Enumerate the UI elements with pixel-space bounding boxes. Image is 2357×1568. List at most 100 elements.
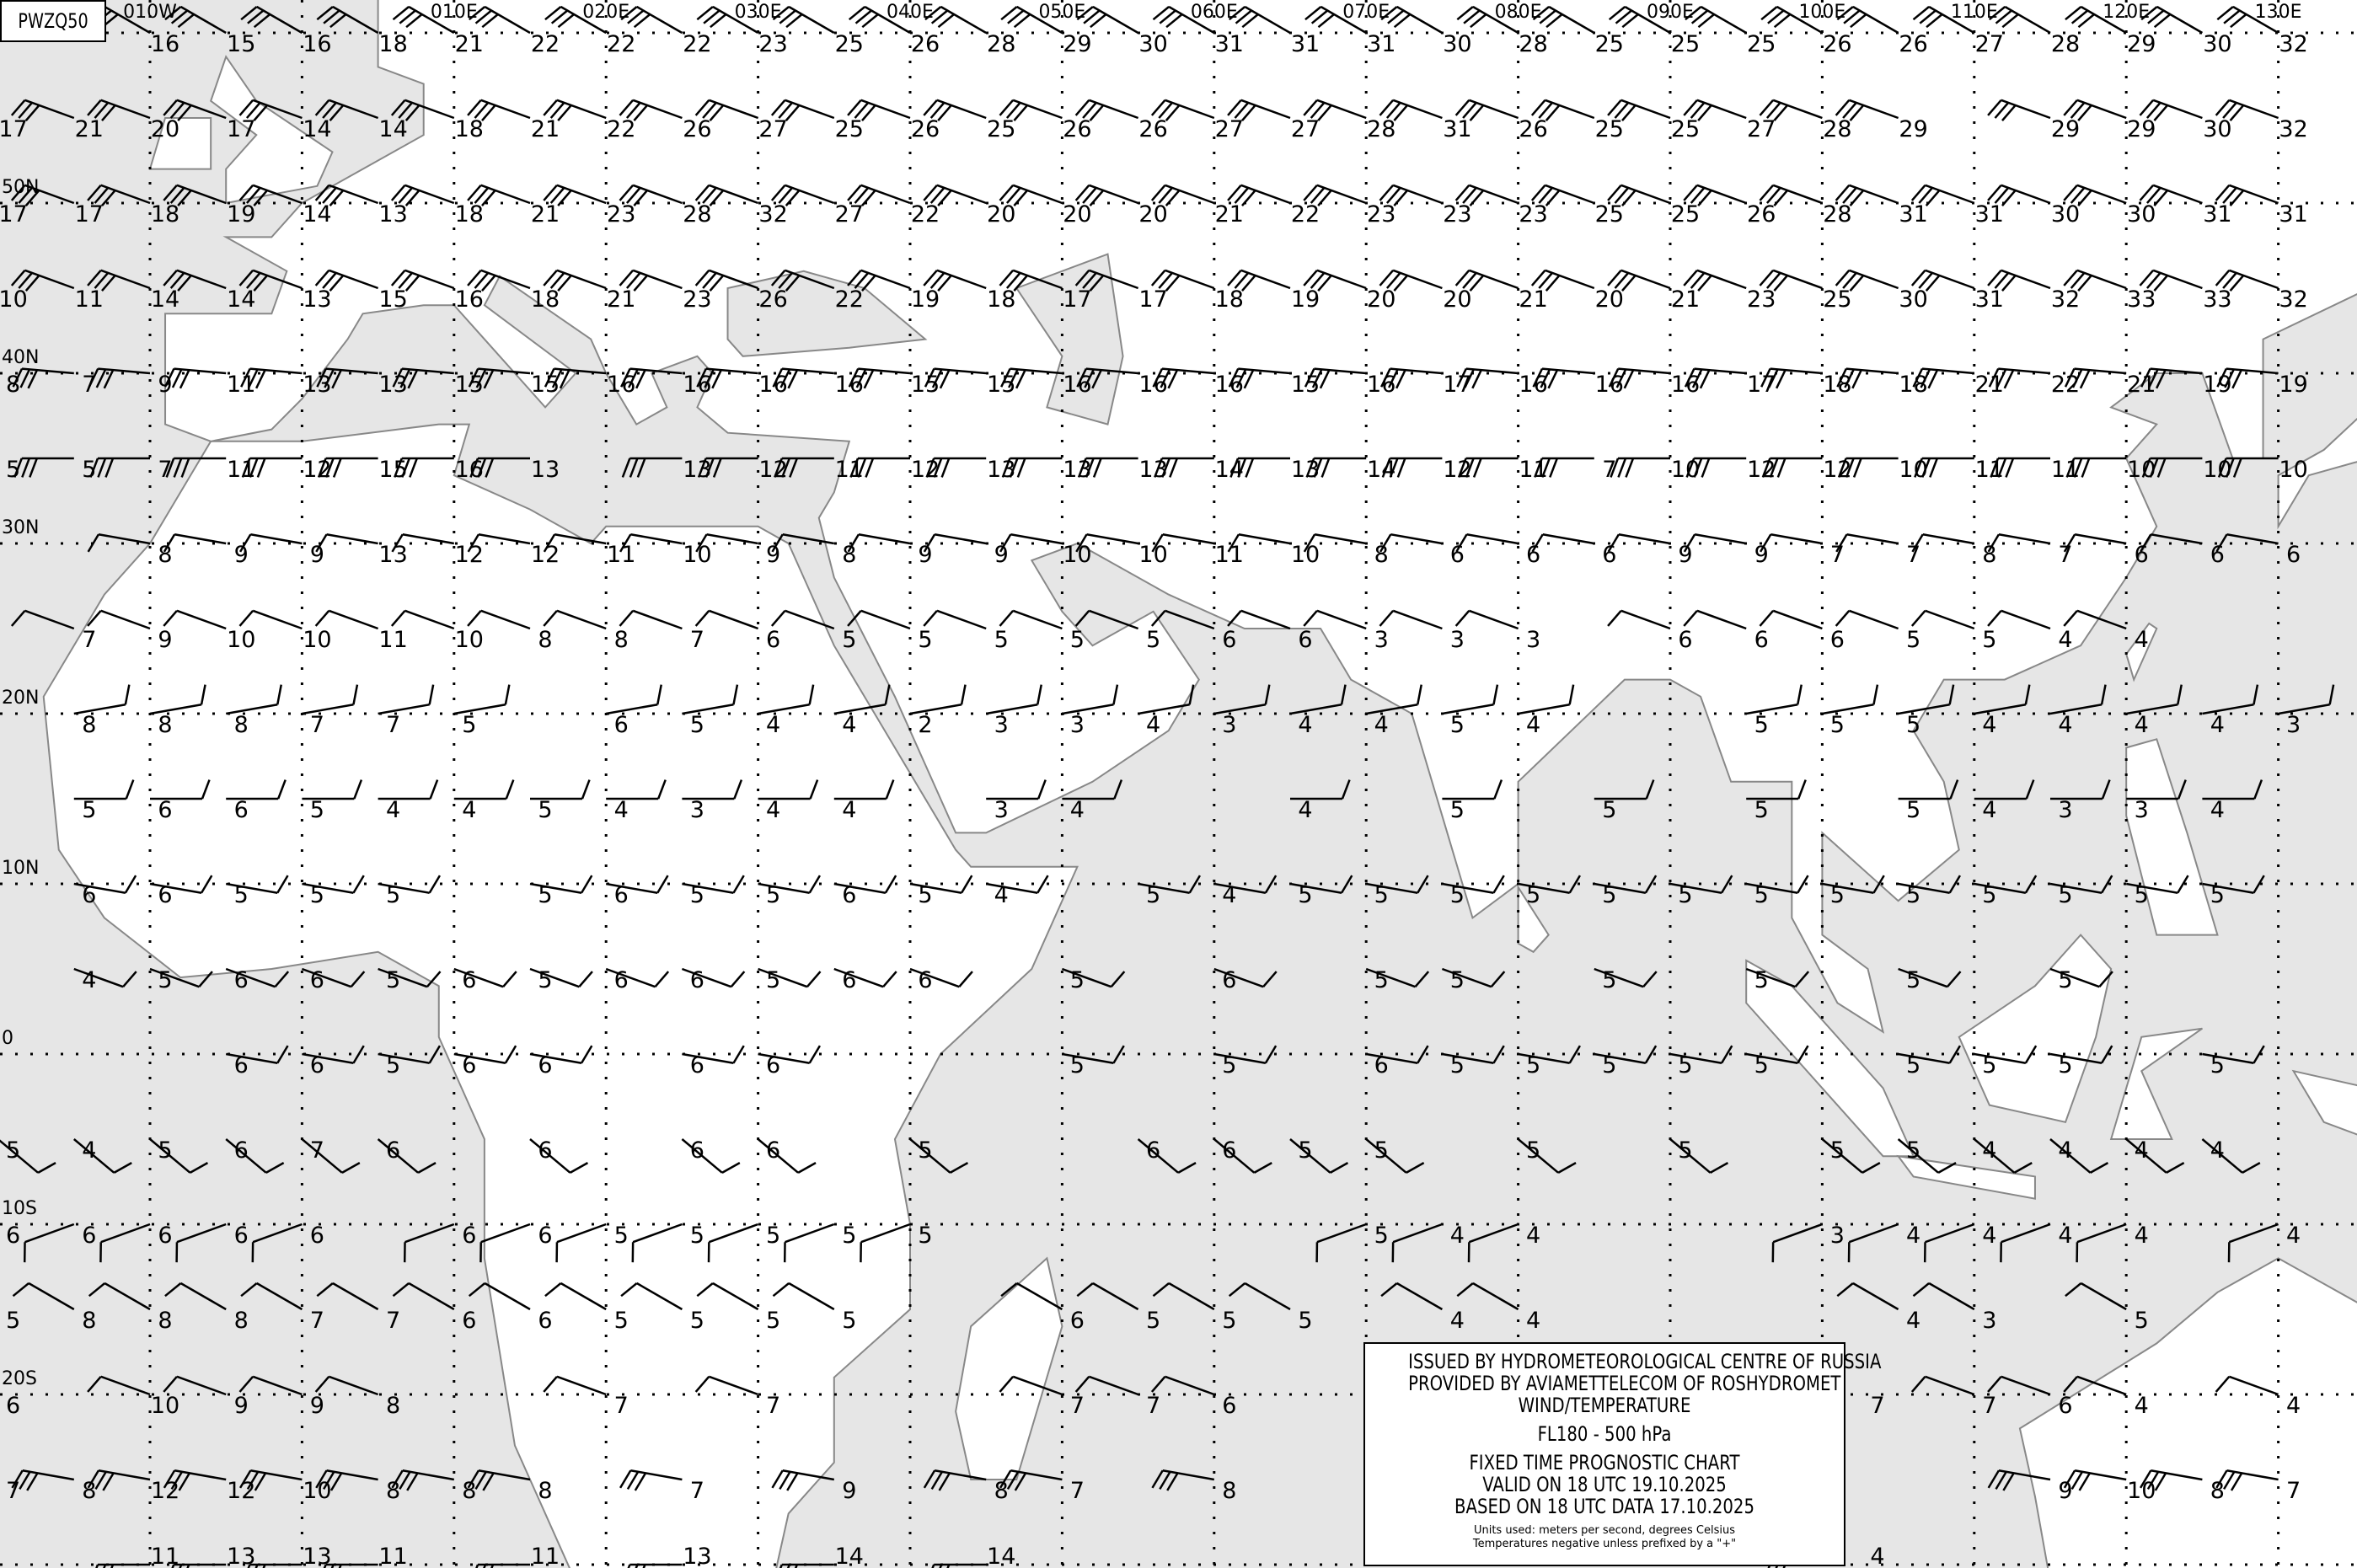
wind-barb-flag	[322, 187, 337, 204]
station-point: 17	[1074, 269, 1168, 313]
wind-barb-flag	[1241, 13, 1259, 29]
wind-barb-staff	[1594, 1052, 1647, 1064]
wind-barb-flag	[11, 1469, 24, 1489]
wind-barb-flag	[2153, 13, 2172, 29]
wind-barb-staff	[1772, 1223, 1823, 1244]
temperature-label: 20	[1367, 286, 1395, 313]
wind-barb-flag	[635, 369, 646, 389]
wind-barb-flag	[1547, 369, 1559, 389]
wind-barb-flag	[770, 99, 786, 116]
wind-barb-flag	[1530, 99, 1546, 116]
station-point: 5	[1745, 684, 1803, 738]
station-point: 32	[2215, 99, 2308, 142]
station-point: 6	[1227, 609, 1313, 653]
wind-barb-flag	[2064, 368, 2076, 388]
wind-barb-flag	[249, 458, 259, 478]
temperature-label: 5	[386, 882, 400, 908]
station-point: 5	[758, 967, 822, 993]
wind-barb-staff	[554, 367, 607, 375]
wind-barb-flag	[1074, 184, 1090, 201]
wind-barb-flag	[315, 1469, 328, 1489]
sri-lanka-landmass	[1517, 884, 1550, 954]
temperature-label: 5	[766, 967, 780, 993]
wind-barb-flag	[770, 609, 786, 627]
wind-barb-flag	[398, 272, 413, 289]
wind-barb-staff	[176, 99, 227, 120]
temperature-label: 25	[1595, 201, 1624, 227]
wind-barb-flag	[806, 971, 822, 988]
wind-barb-staff	[833, 882, 887, 894]
temperature-label: 23	[1443, 201, 1471, 227]
wind-barb-flag	[578, 971, 593, 988]
temperature-label: 7	[1982, 1393, 1996, 1419]
wind-barb-flag	[1241, 190, 1256, 206]
temperature-label: 5	[1678, 1052, 1692, 1078]
valid-time-line: VALID ON 18 UTC 19.10.2025	[1482, 1473, 1727, 1496]
station-point: 5	[2202, 1045, 2265, 1078]
temperature-label: 4	[994, 882, 1009, 908]
wind-barb-flag	[94, 102, 110, 119]
temperature-label: 10	[1899, 457, 1927, 483]
wind-barb-staff	[2049, 704, 2103, 715]
wind-barb-flag	[1849, 104, 1865, 121]
temperature-label: 6	[1070, 1308, 1085, 1334]
temperature-label: 5	[1298, 1308, 1312, 1334]
wind-barb-staff	[682, 704, 734, 715]
wind-barb-staff	[632, 1223, 683, 1244]
station-point: 2	[909, 684, 967, 738]
station-point: 5	[1897, 1137, 1957, 1174]
wind-barb-staff	[1088, 1375, 1139, 1396]
wind-barb-flag	[2001, 190, 2017, 206]
temperature-label: 29	[2051, 116, 2080, 142]
wind-barb-staff	[484, 5, 531, 35]
station-point: 30	[2139, 99, 2232, 142]
wind-barb-flag	[1417, 684, 1422, 705]
wind-barb-flag	[2153, 275, 2169, 292]
wind-barb-flag	[1492, 684, 1499, 705]
wind-barb-staff	[2076, 184, 2127, 205]
wind-barb-flag	[1987, 99, 2002, 116]
temperature-label: 5	[386, 1052, 400, 1078]
wind-barb-flag	[557, 190, 572, 206]
wind-barb-staff	[708, 1375, 759, 1396]
station-point: 7	[1534, 457, 1616, 483]
wind-barb-staff	[1772, 609, 1823, 630]
station-point: 5	[707, 1223, 780, 1263]
station-point: 5	[783, 1223, 856, 1263]
wind-barb-flag	[1987, 184, 2002, 201]
temperature-label: 8	[842, 542, 856, 568]
temperature-label: 8	[538, 627, 552, 653]
wind-barb-flag	[1150, 1375, 1166, 1393]
wind-barb-flag	[633, 104, 649, 121]
station-point: 6	[468, 1282, 553, 1334]
temperature-label: 18	[987, 286, 1015, 313]
temperature-label: 5	[1526, 882, 1540, 908]
wind-barb-flag	[13, 458, 23, 478]
wind-barb-staff	[28, 1282, 75, 1311]
units-note: Units used: meters per second, degrees C…	[1473, 1524, 1736, 1537]
wind-barb-flag	[1074, 269, 1090, 286]
wind-barb-staff	[402, 533, 455, 545]
temperature-label: 4	[1450, 1308, 1465, 1334]
wind-barb-staff	[1696, 269, 1747, 290]
wind-barb-staff	[378, 967, 428, 988]
station-point: 10	[1610, 457, 1700, 483]
station-point: 11	[10, 269, 104, 313]
wind-barb-staff	[328, 609, 379, 630]
temperature-label: 9	[310, 542, 324, 568]
station-point: 5	[923, 609, 1009, 653]
station-point: 26	[619, 99, 712, 142]
temperature-label: 22	[911, 201, 940, 227]
wind-barb-flag	[549, 102, 565, 119]
wind-barb-flag	[122, 971, 137, 988]
station-point: 5	[1315, 1223, 1389, 1263]
wind-barb-staff	[404, 269, 455, 290]
wind-barb-flag	[1531, 533, 1544, 553]
station-point: 9	[923, 533, 1009, 568]
station-point: 18	[1150, 269, 1244, 313]
chart-type-line: FIXED TIME PROGNOSTIC CHART	[1469, 1451, 1740, 1474]
wind-barb-flag	[474, 272, 490, 289]
wind-barb-flag	[163, 368, 175, 388]
temperature-label: 13	[1291, 457, 1320, 483]
temperature-label: 5	[386, 967, 400, 993]
